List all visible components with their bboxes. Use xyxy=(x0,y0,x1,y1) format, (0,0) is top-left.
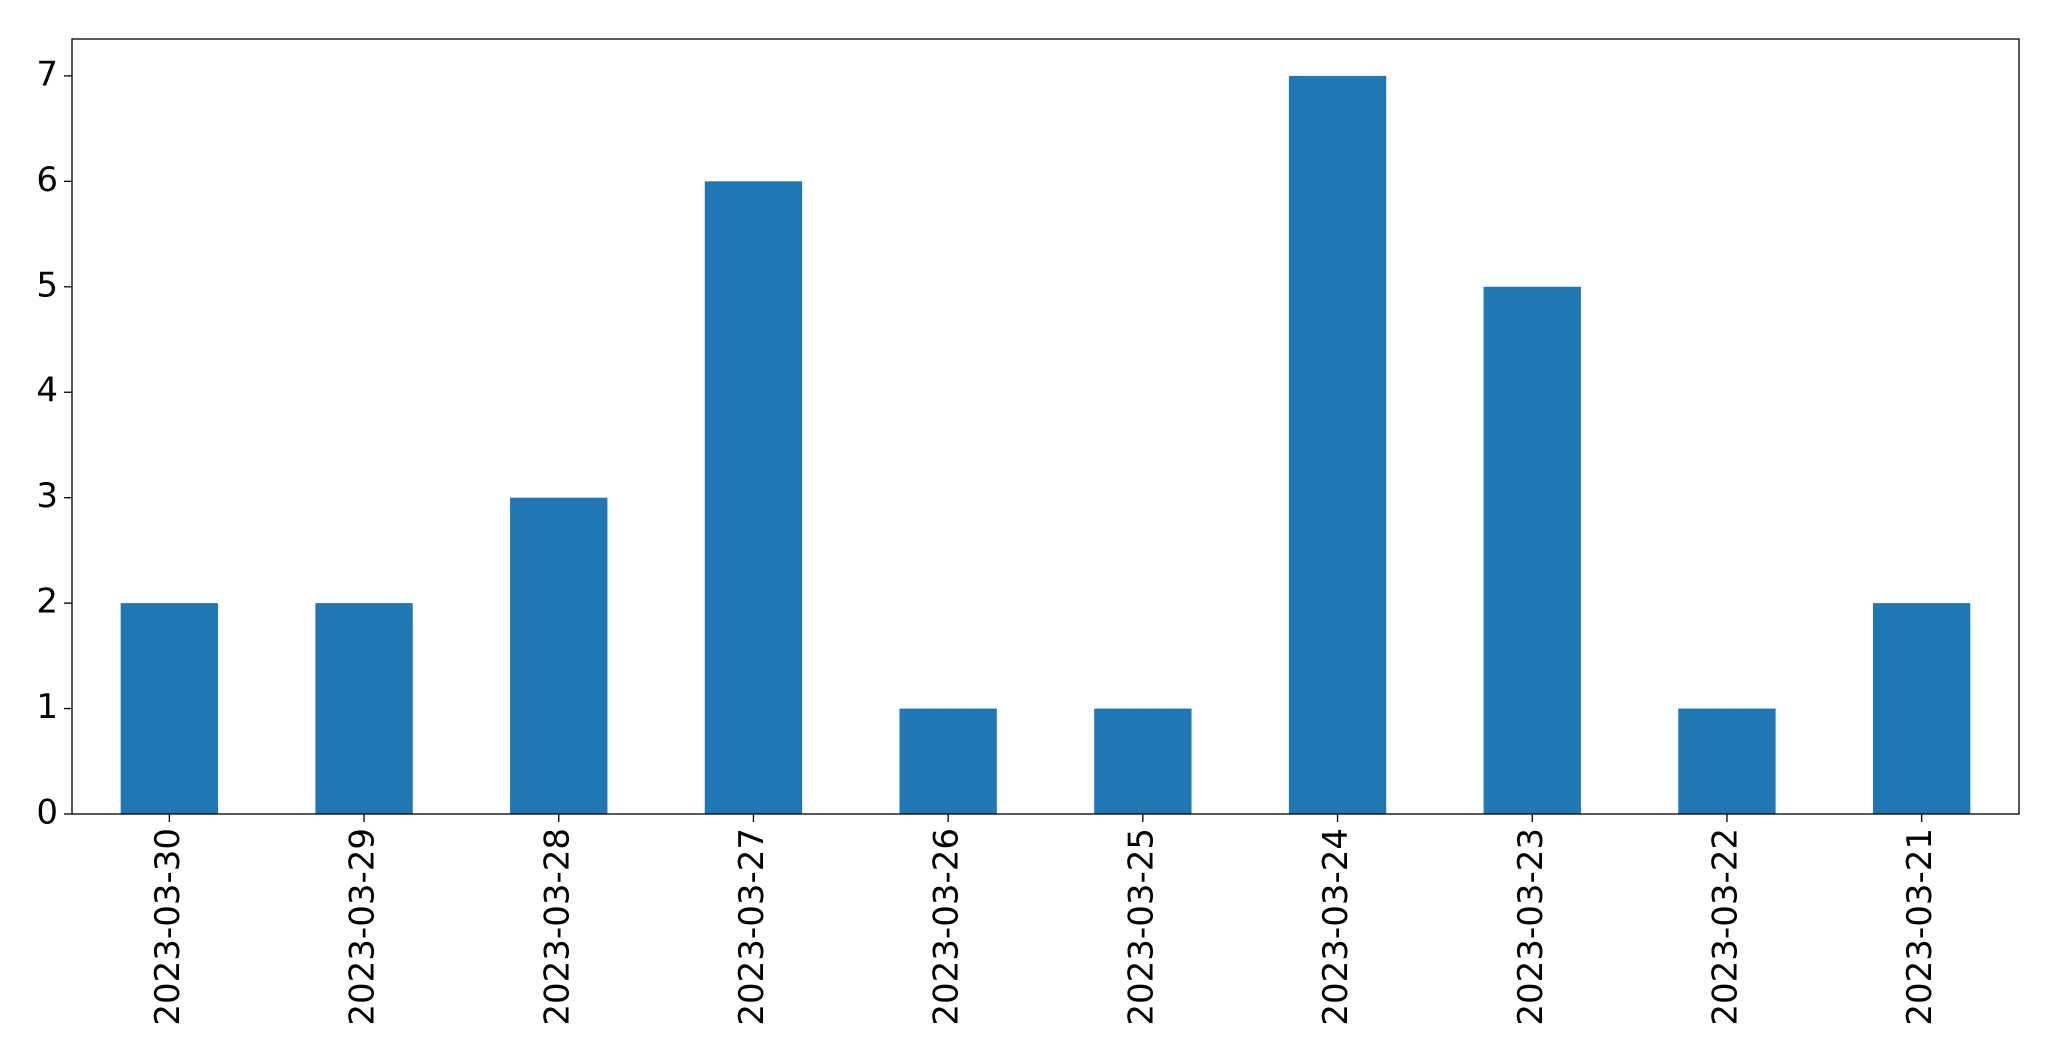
bar xyxy=(704,181,803,815)
bar xyxy=(315,603,413,814)
y-tick-label: 1 xyxy=(36,687,58,727)
y-tick-label: 7 xyxy=(36,54,58,94)
x-tick-label: 2023-03-22 xyxy=(1705,828,1745,1026)
bar xyxy=(1872,603,1971,814)
bar xyxy=(1288,75,1387,814)
x-tick-label: 2023-03-26 xyxy=(927,828,967,1026)
x-tick-label: 2023-03-24 xyxy=(1316,828,1356,1026)
x-tick-label: 2023-03-28 xyxy=(537,828,577,1026)
x-tick-label: 2023-03-25 xyxy=(1121,828,1161,1026)
y-tick-label: 4 xyxy=(36,371,58,411)
bar xyxy=(1483,286,1581,814)
bar xyxy=(1678,708,1776,814)
x-tick-label: 2023-03-21 xyxy=(1900,828,1940,1026)
y-tick-label: 0 xyxy=(36,793,58,833)
x-tick-label: 2023-03-27 xyxy=(732,828,772,1026)
bar xyxy=(1094,708,1192,814)
x-tick-label: 2023-03-30 xyxy=(148,828,188,1026)
y-tick-label: 5 xyxy=(36,265,58,305)
y-tick-label: 2 xyxy=(36,582,58,622)
axes-frame xyxy=(71,38,2020,815)
x-tick-label: 2023-03-29 xyxy=(343,828,383,1026)
bar xyxy=(120,603,219,814)
y-tick-label: 6 xyxy=(36,160,58,200)
bar xyxy=(899,708,997,814)
y-tick-label: 3 xyxy=(36,476,58,516)
x-tick-label: 2023-03-23 xyxy=(1511,828,1551,1026)
bar xyxy=(510,497,608,814)
